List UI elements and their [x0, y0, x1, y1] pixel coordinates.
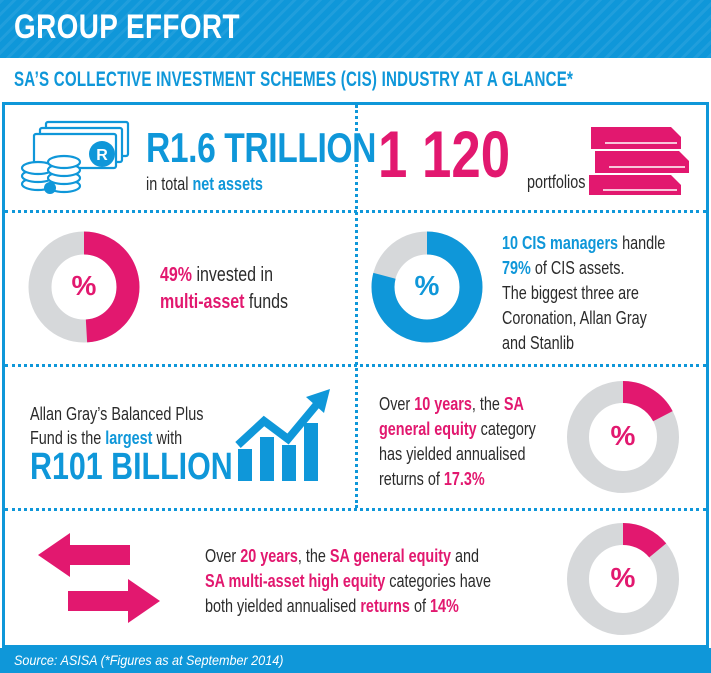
donut-share-arc [371, 231, 483, 343]
content-frame [2, 102, 709, 648]
cis-managers-donut [371, 231, 483, 343]
footer-bar: Source: ASISA (*Figures as at September … [0, 648, 711, 673]
portfolios-value: 1 120 [378, 117, 511, 191]
header-stripes [0, 0, 711, 58]
divider [5, 508, 706, 511]
multi-asset-text: 49% invested in multi-asset funds [160, 264, 289, 313]
equity-10y-text: Over 10 years, the SA general equity cat… [379, 394, 536, 489]
net-assets-caption: in total net assets [146, 174, 263, 194]
books-icon [589, 127, 689, 195]
donut-share-arc [28, 231, 140, 343]
net-assets-highlight: net assets [192, 174, 263, 194]
money-stack-icon: R [20, 120, 130, 194]
source-note: Source: ASISA (*Figures as at September … [14, 652, 284, 668]
donut-share-arc [567, 381, 679, 493]
multi-asset-value: 49% [160, 264, 193, 286]
largest-fund-value: R101 BILLION [30, 446, 233, 488]
equity-20y-text: Over 20 years, the SA general equity and… [205, 546, 491, 616]
percent-symbol: % [414, 270, 440, 301]
equity-10y-donut [567, 381, 679, 493]
percent-symbol: % [610, 562, 636, 593]
subtitle: SA’S COLLECTIVE INVESTMENT SCHEMES (CIS)… [14, 68, 574, 91]
svg-text:R: R [96, 147, 108, 164]
multi-asset-donut [28, 231, 140, 343]
header-banner: GROUP EFFORT [0, 0, 711, 58]
equity-20y-donut [567, 523, 679, 635]
percent-symbol: % [610, 420, 636, 451]
page-title: GROUP EFFORT [14, 8, 240, 46]
donut-share-arc [567, 523, 679, 635]
cis-managers-text: 10 CIS managers handle 79% of CIS assets… [502, 233, 666, 353]
percent-symbol: % [71, 270, 97, 301]
exchange-arrows-icon [38, 533, 160, 623]
growth-chart-icon [235, 389, 330, 481]
portfolios-label: portfolios [527, 172, 586, 192]
largest-fund-text: Allan Gray’s Balanced Plus Fund is the l… [30, 404, 204, 448]
net-assets-value: R1.6 TRILLION [146, 124, 377, 171]
divider [355, 105, 358, 508]
